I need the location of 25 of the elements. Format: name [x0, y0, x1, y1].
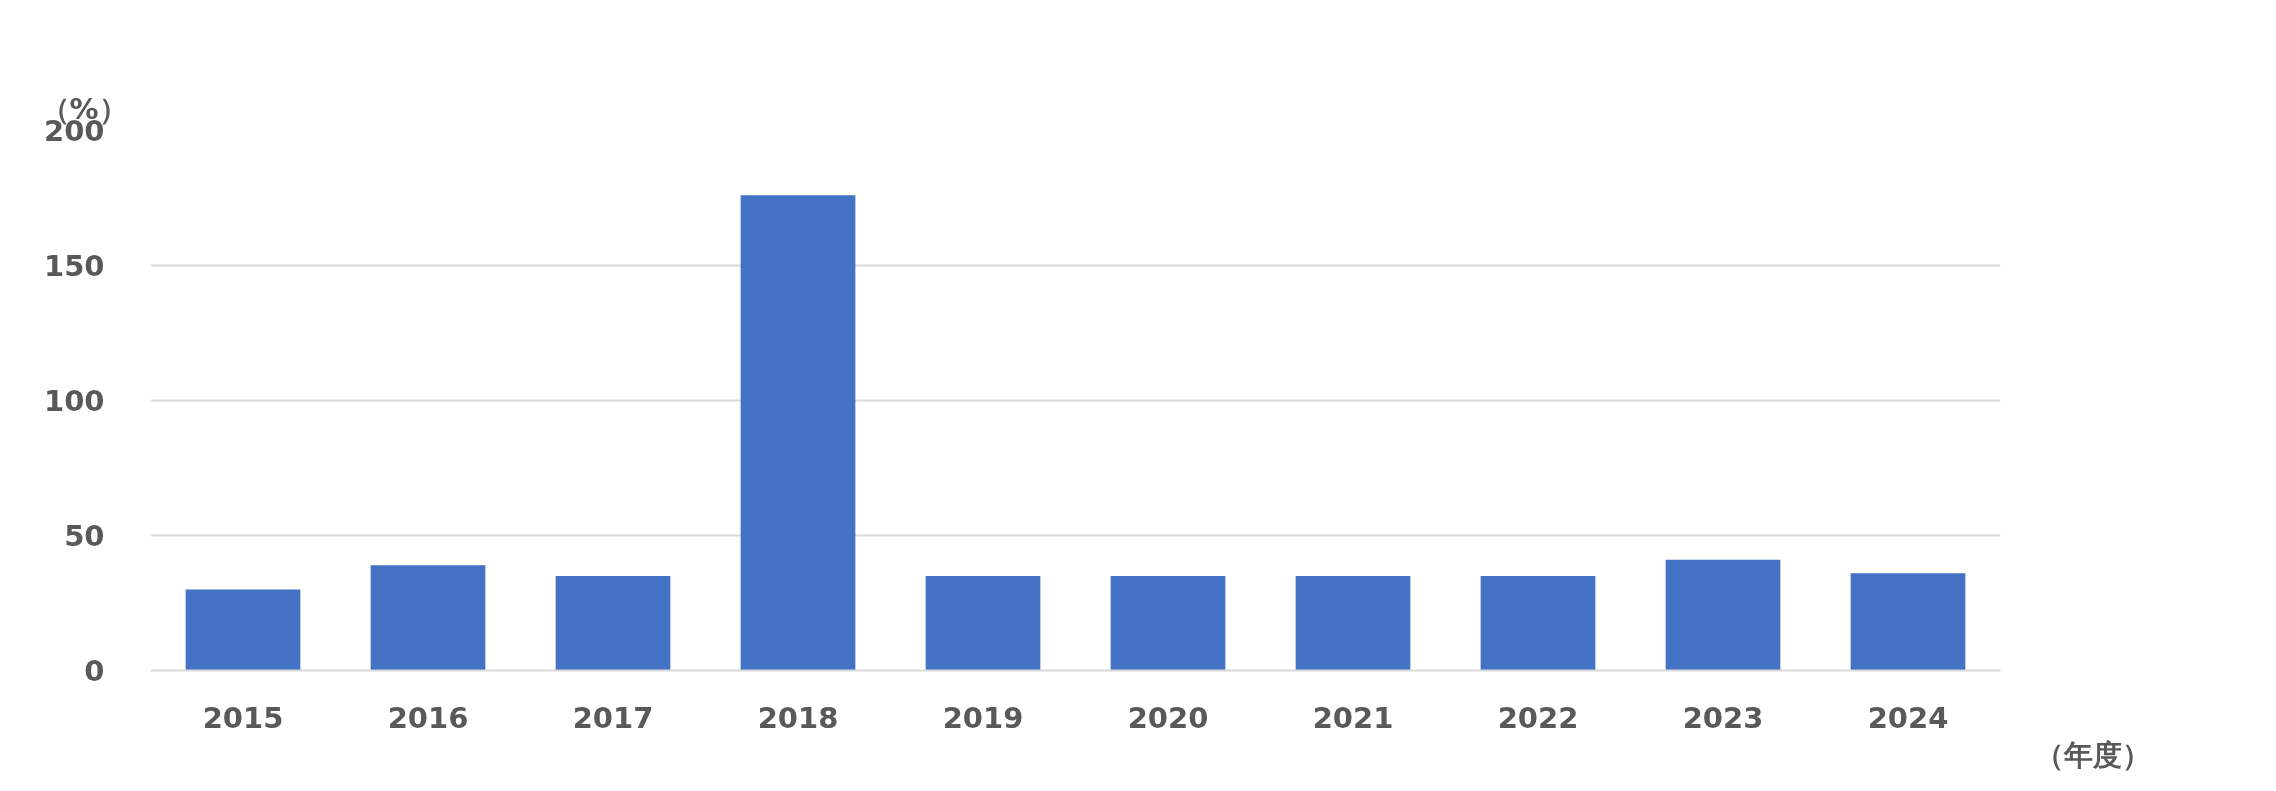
- bar: [740, 195, 856, 671]
- x-tick-label: 2018: [757, 700, 839, 735]
- bar: [1295, 576, 1411, 671]
- x-tick-label: 2021: [1312, 700, 1394, 735]
- bar: [370, 565, 486, 671]
- bar: [1480, 576, 1596, 671]
- x-tick-label: 2017: [572, 700, 654, 735]
- y-tick-label: 50: [64, 519, 105, 553]
- x-tick-label: 2015: [202, 700, 284, 735]
- bar: [1850, 573, 1966, 671]
- bar: [925, 576, 1041, 671]
- y-tick-label: 150: [43, 249, 105, 283]
- y-tick-label: 0: [84, 654, 105, 688]
- x-tick-label: 2019: [942, 700, 1024, 735]
- x-tick-label: 2024: [1867, 700, 1949, 735]
- bar: [1110, 576, 1226, 671]
- bar: [1665, 559, 1781, 671]
- bar: [555, 576, 671, 671]
- y-tick-label: 100: [43, 384, 105, 418]
- x-tick-label: 2022: [1497, 700, 1579, 735]
- x-axis-title: （年度）: [2034, 737, 2151, 772]
- x-tick-label: 2023: [1682, 700, 1764, 735]
- x-tick-label: 2016: [387, 700, 469, 735]
- x-tick-label: 2020: [1127, 700, 1209, 735]
- bar: [185, 589, 301, 671]
